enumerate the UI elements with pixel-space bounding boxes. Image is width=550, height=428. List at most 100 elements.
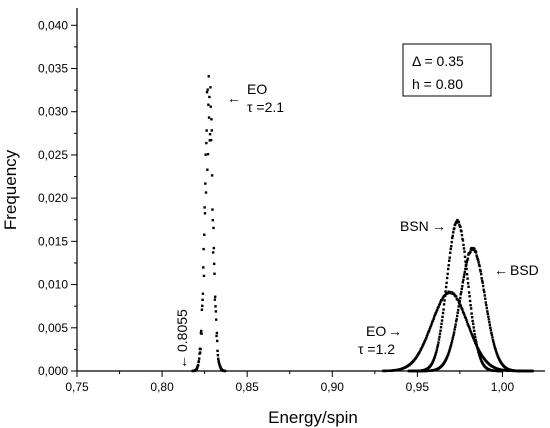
data-point (492, 340, 495, 343)
data-point (450, 240, 453, 244)
data-point (443, 294, 447, 297)
data-point (446, 291, 450, 295)
data-point (470, 312, 473, 315)
data-point (493, 346, 497, 349)
data-point (483, 294, 486, 297)
data-point (422, 343, 425, 346)
data-point (462, 247, 466, 250)
y-tick-label: 0,020 (38, 191, 68, 205)
annotation-bsn-arrow: → (432, 218, 446, 234)
data-point (430, 322, 433, 326)
x-tick-label: 1,00 (491, 380, 515, 394)
data-point (425, 336, 428, 340)
data-point (481, 281, 484, 284)
data-point (461, 239, 465, 242)
y-tick-label: 0,035 (38, 62, 68, 76)
data-point (447, 264, 450, 267)
data-point (487, 318, 491, 321)
data-point (473, 339, 476, 342)
data-point (465, 273, 469, 276)
data-point (211, 218, 215, 222)
data-point (209, 138, 213, 142)
data-point (197, 357, 201, 360)
data-point (449, 345, 452, 349)
data-point (210, 118, 213, 121)
data-point (446, 267, 450, 271)
data-point (531, 369, 534, 373)
data-point (478, 353, 481, 357)
data-point (494, 348, 497, 351)
data-point (465, 260, 469, 264)
data-point (427, 330, 431, 333)
data-point (450, 341, 453, 345)
data-point (479, 272, 483, 276)
data-point (439, 329, 442, 332)
data-point (205, 91, 209, 94)
data-point (431, 320, 434, 324)
data-point (201, 292, 205, 295)
data-point (490, 331, 493, 335)
data-point (456, 218, 459, 222)
data-point (484, 301, 487, 304)
data-point (429, 326, 432, 329)
data-point (419, 348, 422, 351)
data-point (457, 308, 460, 312)
data-point (488, 320, 491, 324)
data-point (216, 349, 219, 353)
data-point (489, 329, 493, 332)
annotation-bsd-arrow: ← (494, 262, 508, 278)
annotation-bsd-label: BSD (510, 262, 539, 278)
data-point (469, 331, 473, 334)
data-point (480, 353, 483, 356)
data-point (464, 267, 467, 271)
data-point (438, 335, 441, 338)
data-point (439, 326, 443, 329)
annotation-0-8055-arrow: ← (174, 355, 190, 369)
data-point (206, 152, 210, 156)
y-tick-label: 0,000 (38, 364, 68, 378)
y-ticks: 0,000 0,005 0,010 0,015 0,020 0,025 0,030 0,035… (38, 18, 77, 378)
data-point (489, 326, 492, 329)
data-point (485, 303, 488, 307)
data-point (202, 247, 205, 251)
annotation-bsn-label: BSN (400, 218, 429, 234)
data-point (422, 341, 426, 344)
data-point (461, 284, 464, 288)
data-point (205, 141, 208, 145)
data-point (488, 323, 492, 327)
data-point (420, 347, 423, 350)
data-point (461, 281, 464, 284)
data-point (465, 318, 468, 322)
y-tick-label: 0,015 (38, 234, 68, 248)
data-point (476, 258, 480, 262)
data-point (475, 254, 478, 257)
data-point (483, 290, 486, 294)
data-point (450, 340, 454, 343)
data-point (457, 220, 461, 224)
data-point (501, 369, 504, 373)
data-point (217, 357, 220, 361)
annotations: ← EO τ =2.1 BSN → ← BSD EO → τ =1.2 ← 0.8… (174, 81, 539, 369)
data-point (494, 349, 498, 353)
data-point (214, 310, 218, 313)
data-point (448, 347, 452, 350)
data-point (450, 291, 454, 294)
data-point (495, 352, 499, 356)
data-point (438, 302, 442, 306)
y-tick-label: 0,040 (38, 18, 68, 32)
x-tick-label: 0,85 (236, 380, 260, 394)
data-point (196, 364, 200, 367)
data-point (461, 308, 464, 311)
data-point (449, 344, 453, 347)
data-point (470, 333, 474, 336)
data-point (473, 333, 476, 336)
data-point (442, 296, 445, 299)
data-point (440, 322, 443, 326)
data-point (441, 311, 445, 315)
data-point (468, 295, 471, 298)
data-point (459, 304, 463, 308)
annotation-tau-2-1: τ =2.1 (247, 99, 284, 115)
data-point (464, 260, 467, 263)
data-point (469, 329, 472, 333)
